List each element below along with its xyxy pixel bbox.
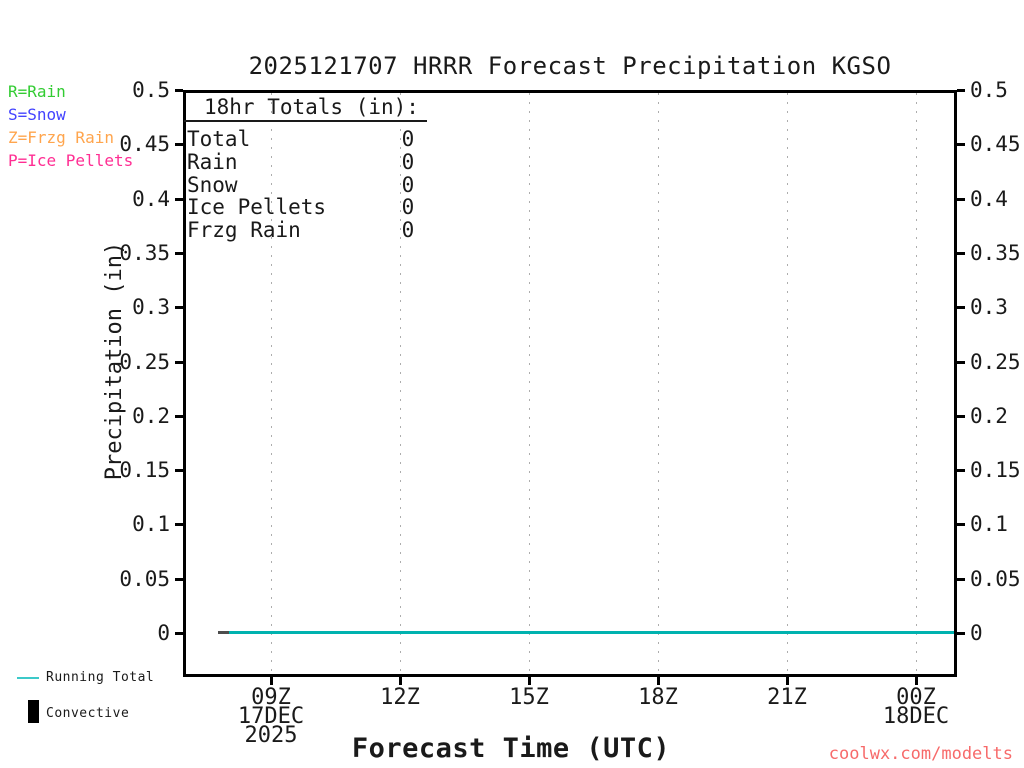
y-tick-mark (957, 523, 965, 526)
y-tick-label: 0.3 (132, 295, 170, 319)
y-tick-label: 0.35 (970, 241, 1021, 265)
totals-row-label: Frzg Rain (187, 218, 301, 242)
precip-type-legend-item: R=Rain (8, 82, 66, 101)
totals-row-value: 0 (401, 195, 415, 219)
y-tick-label: 0.05 (970, 567, 1021, 591)
y-tick-mark (175, 198, 183, 201)
precip-type-legend-item: Z=Frzg Rain (8, 128, 114, 147)
y-tick-label: 0.05 (119, 567, 170, 591)
x-tick-label: 09Z (251, 685, 291, 710)
running-total-line (229, 631, 954, 634)
y-tick-label: 0.2 (970, 404, 1008, 428)
y-tick-mark (175, 143, 183, 146)
x-tick-mark (786, 677, 789, 685)
y-tick-mark (957, 306, 965, 309)
y-tick-mark (957, 89, 965, 92)
x-tick-label: 18Z (638, 685, 678, 710)
y-tick-label: 0.1 (970, 512, 1008, 536)
site-credit-link[interactable]: coolwx.com/modelts (828, 744, 1013, 764)
totals-row-value: 0 (401, 150, 415, 174)
totals-row-label: Snow (187, 173, 238, 197)
x-tick-label: 21Z (767, 685, 807, 710)
precip-type-legend-item: S=Snow (8, 105, 66, 124)
y-tick-label: 0.5 (132, 78, 170, 102)
y-tick-mark (957, 361, 965, 364)
vertical-gridline (658, 93, 659, 674)
x-tick-label: 15Z (509, 685, 549, 710)
x-axis-title: Forecast Time (UTC) (351, 733, 671, 764)
y-tick-mark (175, 578, 183, 581)
totals-box-underline (184, 120, 427, 122)
y-tick-mark (957, 143, 965, 146)
x-tick-mark (399, 677, 402, 685)
y-tick-mark (175, 89, 183, 92)
y-tick-mark (175, 469, 183, 472)
y-tick-mark (175, 415, 183, 418)
x-tick-label: 00Z (896, 685, 936, 710)
y-tick-mark (175, 306, 183, 309)
x-start-year: 2025 (244, 723, 298, 748)
x-tick-mark (270, 677, 273, 685)
y-tick-label: 0.4 (970, 187, 1008, 211)
y-tick-label: 0.15 (970, 458, 1021, 482)
convective-swatch-rect (28, 700, 39, 723)
y-tick-label: 0 (157, 621, 170, 645)
chart-title: 2025121707 HRRR Forecast Precipitation K… (248, 52, 892, 80)
y-tick-mark (175, 523, 183, 526)
y-tick-mark (957, 632, 965, 635)
y-tick-mark (175, 361, 183, 364)
x-end-date: 18DEC (882, 704, 950, 729)
y-tick-label: 0.1 (132, 512, 170, 536)
y-tick-label: 0.5 (970, 78, 1008, 102)
y-tick-label: 0.3 (970, 295, 1008, 319)
totals-row-value: 0 (401, 173, 415, 197)
y-tick-mark (957, 469, 965, 472)
x-tick-mark (915, 677, 918, 685)
x-tick-mark (657, 677, 660, 685)
y-tick-mark (175, 632, 183, 635)
running-total-swatch-line (17, 677, 39, 679)
y-tick-mark (957, 578, 965, 581)
y-tick-label: 0.15 (119, 458, 170, 482)
precip-type-legend-item: P=Ice Pellets (8, 151, 134, 170)
x-tick-mark (528, 677, 531, 685)
vertical-gridline (271, 93, 272, 674)
y-tick-mark (957, 252, 965, 255)
totals-row-label: Total (187, 127, 251, 151)
vertical-gridline (400, 93, 401, 674)
running-total-line-start-segment (218, 631, 230, 634)
running-total-legend-label: Running Total (46, 670, 155, 685)
totals-box-heading: 18hr Totals (in): (204, 95, 419, 119)
y-tick-label: 0 (970, 621, 983, 645)
plot-area (183, 90, 957, 677)
totals-row-value: 0 (401, 127, 415, 151)
y-tick-label: 0.35 (119, 241, 170, 265)
y-tick-label: 0.25 (970, 350, 1021, 374)
y-tick-mark (957, 415, 965, 418)
y-tick-mark (957, 198, 965, 201)
y-tick-label: 0.25 (119, 350, 170, 374)
y-tick-label: 0.2 (132, 404, 170, 428)
y-tick-label: 0.45 (119, 132, 170, 156)
y-tick-label: 0.45 (970, 132, 1021, 156)
totals-row-label: Ice Pellets (187, 195, 327, 219)
totals-row-label: Rain (187, 150, 238, 174)
totals-row-value: 0 (401, 218, 415, 242)
y-tick-mark (175, 252, 183, 255)
vertical-gridline (787, 93, 788, 674)
vertical-gridline (916, 93, 917, 674)
vertical-gridline (529, 93, 530, 674)
x-tick-label: 12Z (380, 685, 420, 710)
precip-type-legend: R=Rain S=Snow Z=Frzg Rain P=Ice Pellets (8, 80, 133, 172)
x-start-date: 17DEC (237, 704, 305, 729)
y-tick-label: 0.4 (132, 187, 170, 211)
convective-legend-label: Convective (46, 706, 130, 721)
